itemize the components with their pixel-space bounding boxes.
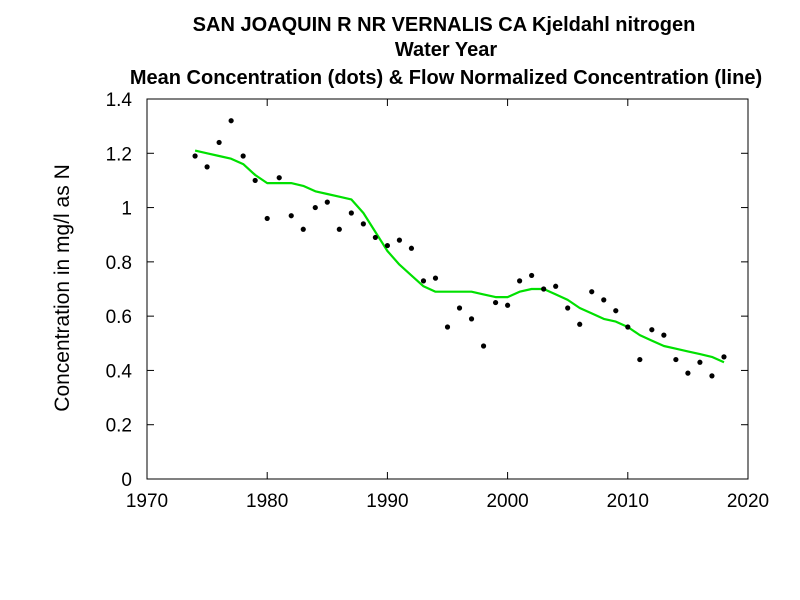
- chart-title: SAN JOAQUIN R NR VERNALIS CA Kjeldahl ni…: [193, 14, 696, 36]
- mean-concentration-point: [517, 278, 523, 284]
- mean-concentration-point: [637, 356, 643, 363]
- y-axis-label: Concentration in mg/l as N: [51, 164, 74, 411]
- mean-concentration-point: [480, 343, 487, 349]
- mean-concentration-point: [324, 199, 330, 205]
- y-tick-label: 0.8: [106, 253, 132, 274]
- mean-concentration-point: [216, 139, 222, 146]
- mean-concentration-point: [709, 373, 715, 379]
- chart-subtitle-1: Water Year: [395, 39, 498, 61]
- mean-concentration-point: [432, 275, 439, 281]
- mean-concentration-point: [372, 234, 378, 241]
- mean-concentration-point: [408, 245, 415, 251]
- mean-concentration-point: [468, 316, 475, 322]
- mean-concentration-point: [420, 278, 427, 284]
- mean-concentration-point: [505, 302, 511, 308]
- mean-concentration-point: [288, 213, 294, 219]
- mean-concentration-point: [492, 299, 499, 306]
- mean-concentration-point: [240, 153, 246, 159]
- mean-concentration-point: [276, 175, 282, 181]
- mean-concentration-point: [541, 286, 547, 292]
- x-tick-label: 2020: [727, 491, 769, 512]
- mean-concentration-point: [444, 324, 451, 330]
- y-tick-label: 0.4: [106, 361, 133, 382]
- mean-concentration-point: [661, 332, 667, 338]
- chart-subtitle-2: Mean Concentration (dots) & Flow Normali…: [130, 67, 762, 89]
- mean-concentration-point: [348, 210, 354, 216]
- mean-concentration-point: [577, 321, 583, 327]
- y-tick-label: 0: [121, 470, 132, 491]
- mean-concentration-point: [613, 308, 619, 314]
- y-tick-label: 1.4: [106, 90, 133, 111]
- mean-concentration-point: [673, 356, 679, 363]
- mean-concentration-point: [312, 204, 318, 211]
- mean-concentration-point: [553, 283, 559, 289]
- mean-concentration-point: [697, 359, 703, 365]
- y-tick-label: 1.2: [106, 144, 132, 165]
- mean-concentration-point: [565, 305, 571, 311]
- mean-concentration-point: [360, 221, 366, 227]
- x-tick-label: 1980: [246, 491, 288, 512]
- x-tick-label: 2000: [486, 491, 528, 512]
- mean-concentration-point: [685, 370, 691, 376]
- series-line-group: [194, 149, 725, 364]
- mean-concentration-point: [396, 237, 403, 243]
- plot-frame: [146, 98, 749, 480]
- mean-concentration-point: [204, 164, 210, 170]
- series-points-group: [192, 118, 727, 379]
- x-tick-label: 1970: [126, 491, 168, 512]
- mean-concentration-point: [456, 305, 463, 311]
- mean-concentration-point: [529, 272, 535, 279]
- y-tick-label: 0.6: [106, 307, 132, 328]
- mean-concentration-point: [300, 226, 306, 232]
- axis-ticks: [146, 98, 749, 480]
- flow-normalized-line: [194, 149, 725, 364]
- mean-concentration-point: [336, 226, 342, 232]
- x-tick-label: 2010: [607, 491, 649, 512]
- y-tick-label: 1: [121, 199, 132, 220]
- mean-concentration-point: [192, 153, 198, 159]
- mean-concentration-point: [721, 354, 727, 360]
- y-tick-label: 0.2: [106, 416, 132, 437]
- mean-concentration-point: [264, 215, 270, 222]
- mean-concentration-point: [625, 324, 631, 330]
- mean-concentration-point: [589, 289, 595, 295]
- mean-concentration-point: [601, 297, 607, 303]
- mean-concentration-point: [252, 177, 258, 184]
- mean-concentration-point: [649, 327, 655, 333]
- mean-concentration-point: [228, 118, 234, 124]
- mean-concentration-point: [384, 242, 390, 249]
- axis-tick-labels: 1970 1980 1990 2000 2010 2020 0 0.2 0.4 0.6 0.8 1 1.…: [106, 90, 770, 512]
- x-tick-label: 1990: [366, 491, 408, 512]
